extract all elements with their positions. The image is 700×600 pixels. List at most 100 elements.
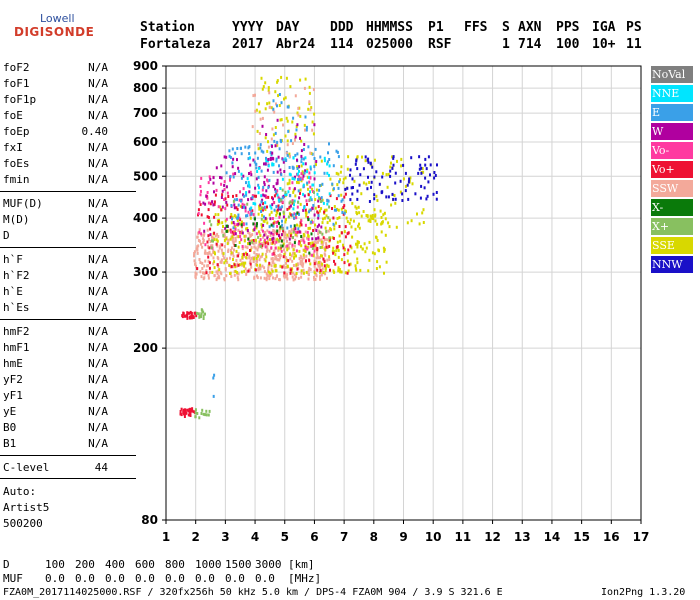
echo-point [253,276,256,280]
echo-point [376,198,379,202]
echo-point [200,312,203,316]
echo-point [331,182,334,186]
echo-point [332,236,335,240]
echo-point [377,248,380,252]
echo-point [200,308,203,312]
echo-point [425,167,428,171]
echo-point [409,176,412,180]
x-tick-label: 10 [425,530,442,544]
echo-point [295,128,298,132]
echo-point [246,227,249,230]
echo-point [184,412,187,416]
echo-point [296,211,299,215]
echo-point [329,177,332,181]
echo-point [284,245,287,249]
echo-point [285,236,288,240]
echo-point [304,162,307,166]
echo-point [316,210,319,214]
echo-point [365,246,368,250]
echo-point [249,249,251,252]
echo-point [246,252,249,256]
echo-point [344,235,347,239]
echo-point [279,256,282,260]
echo-point [346,220,349,224]
echo-point [205,194,208,198]
echo-point [300,263,303,267]
echo-point [217,235,220,238]
echo-point [273,232,276,236]
echo-point [368,200,371,203]
echo-point [303,123,306,127]
echo-point [226,260,229,264]
echo-point [322,201,325,205]
echo-point [321,198,324,202]
echo-point [391,155,394,159]
echo-point [276,189,279,193]
param-name: hmF2 [3,325,30,338]
echo-point [356,189,359,193]
echo-point [206,191,209,194]
echo-point [278,215,281,219]
echo-point [238,241,241,244]
param-name: C-level [3,461,50,474]
echo-point [203,251,206,255]
echo-point [206,264,209,268]
echo-point [304,208,307,212]
echo-point [399,179,402,183]
echo-point [197,244,200,248]
param-name: foF1p [3,93,37,106]
echo-point [342,212,345,216]
echo-point [328,258,331,261]
echo-point [208,175,211,179]
echo-point [300,271,303,275]
echo-point [399,190,402,194]
echo-point [278,239,281,243]
echo-point [263,183,266,187]
echo-point [232,241,235,245]
echo-point [230,221,233,225]
echo-point [271,203,274,207]
echo-point [236,158,238,162]
echo-point [351,192,354,196]
echo-point [183,412,185,416]
echo-point [210,244,213,248]
echo-point [340,165,343,169]
echo-point [277,155,280,159]
echo-point [244,267,247,271]
footer-d-value: 100 [45,558,65,571]
y-tick-label: 900 [133,59,158,73]
echo-point [206,252,209,255]
echo-point [307,176,310,179]
echo-point [258,186,260,190]
echo-point [251,194,254,198]
header-value: Fortaleza [140,37,211,52]
echo-point [284,220,287,224]
echo-point [247,269,250,273]
echo-point [286,207,289,211]
echo-point [245,251,247,255]
echo-point [344,192,347,196]
echo-point [262,235,265,239]
echo-point [196,412,199,415]
echo-point [429,163,432,167]
echo-point [245,214,247,218]
header-label: S [502,20,510,35]
echo-point [313,278,316,282]
echo-point [394,171,397,175]
echo-point [264,216,267,220]
echo-point [256,274,258,278]
echo-point [391,192,394,196]
echo-point [230,249,232,252]
echo-point [295,272,298,275]
echo-point [284,96,287,100]
echo-point [235,206,238,210]
legend-item: W [651,123,693,140]
echo-point [191,409,194,413]
echo-point [346,251,349,255]
echo-point [276,80,279,84]
echo-point [312,132,315,136]
header-label: FFS [464,20,488,35]
param-name: fxI [3,141,23,154]
footer-d-unit: [km] [288,558,315,571]
echo-point [213,190,215,194]
